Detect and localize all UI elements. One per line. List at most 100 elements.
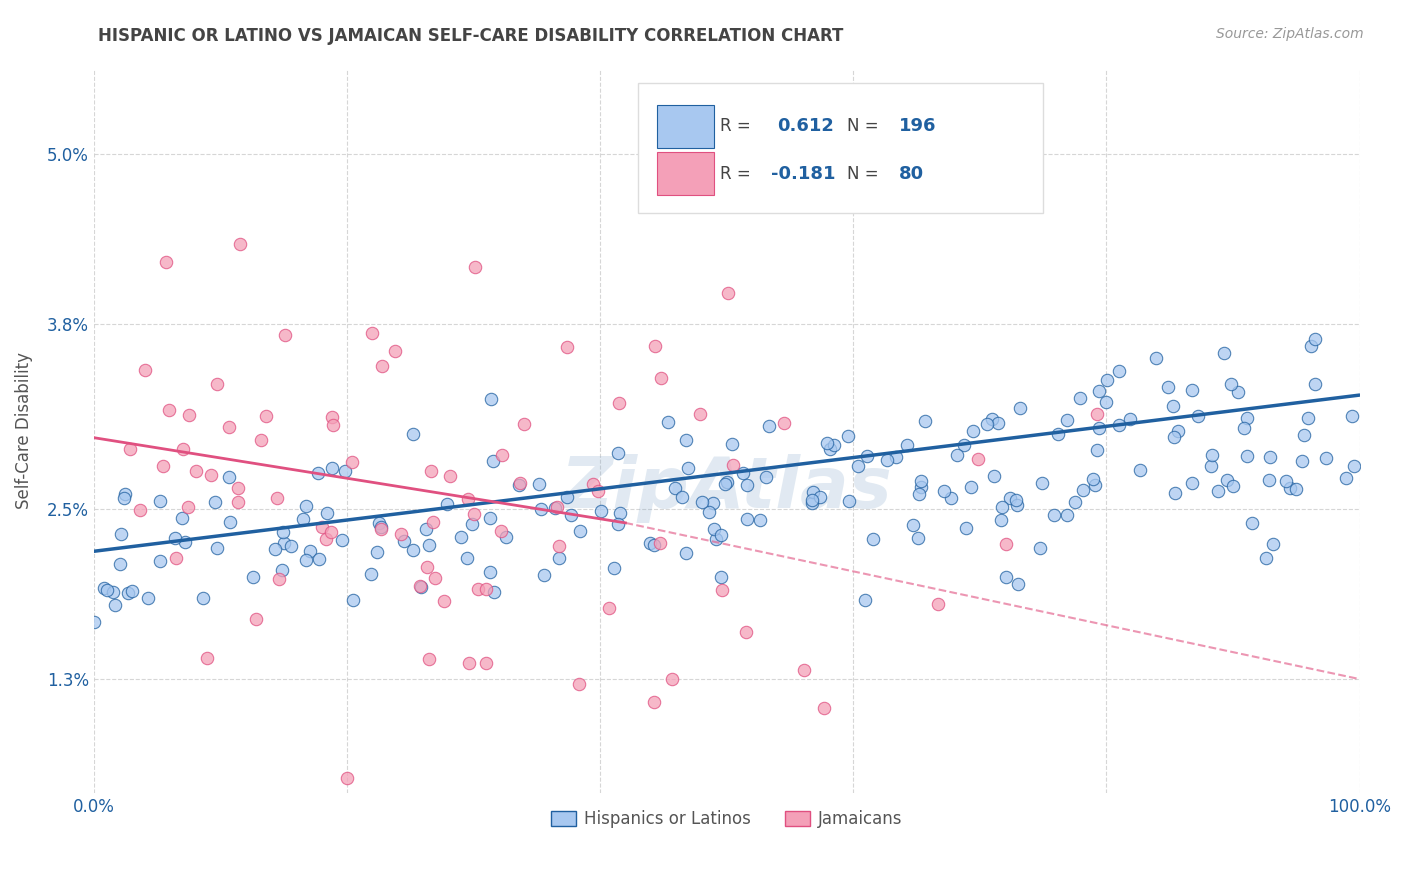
Point [1199, 458, 1222, 473]
Point [1063, 495, 1085, 509]
Point [710, 570, 733, 584]
Point [1181, 383, 1204, 397]
Point [120, 442, 142, 456]
Point [307, 466, 329, 480]
Point [218, 470, 240, 484]
Point [1007, 577, 1029, 591]
Point [908, 487, 931, 501]
Point [607, 446, 630, 460]
Point [418, 538, 440, 552]
Point [315, 506, 337, 520]
Point [568, 524, 591, 538]
Point [1081, 472, 1104, 486]
Point [1047, 427, 1070, 442]
Point [586, 484, 609, 499]
Point [876, 453, 898, 467]
Point [204, 495, 226, 509]
Point [544, 501, 567, 516]
Point [939, 491, 962, 506]
Point [408, 579, 430, 593]
Point [548, 551, 571, 566]
Point [650, 370, 672, 384]
Point [117, 586, 139, 600]
Point [121, 584, 143, 599]
Point [195, 651, 218, 665]
Point [547, 539, 569, 553]
Point [846, 458, 869, 473]
Point [697, 505, 720, 519]
Point [648, 535, 671, 549]
Point [368, 516, 391, 531]
Text: 80: 80 [898, 164, 924, 183]
Point [1206, 484, 1229, 499]
Text: -0.181: -0.181 [770, 164, 835, 183]
Point [450, 530, 472, 544]
Point [1129, 463, 1152, 477]
Point [228, 495, 250, 509]
Point [402, 426, 425, 441]
Point [932, 484, 955, 499]
FancyBboxPatch shape [638, 83, 1043, 213]
Point [1233, 421, 1256, 435]
Point [547, 500, 569, 514]
Point [411, 580, 433, 594]
FancyBboxPatch shape [657, 104, 714, 148]
Point [228, 481, 250, 495]
Point [1215, 473, 1237, 487]
Point [862, 532, 884, 546]
Point [813, 701, 835, 715]
Point [370, 520, 392, 534]
Point [418, 652, 440, 666]
Point [1161, 399, 1184, 413]
Point [112, 491, 135, 506]
Point [640, 536, 662, 550]
Point [1341, 409, 1364, 423]
Point [983, 469, 1005, 483]
Point [128, 503, 150, 517]
Point [479, 392, 502, 407]
Point [389, 527, 412, 541]
Point [1157, 380, 1180, 394]
Point [910, 475, 932, 489]
Point [311, 520, 333, 534]
Text: 0.612: 0.612 [778, 118, 834, 136]
Point [603, 561, 626, 575]
Point [1298, 410, 1320, 425]
Point [609, 396, 631, 410]
Point [661, 672, 683, 686]
Point [1274, 475, 1296, 489]
Point [274, 328, 297, 343]
Point [735, 512, 758, 526]
Point [509, 476, 531, 491]
Point [530, 502, 553, 516]
Point [702, 495, 724, 509]
Point [1108, 417, 1130, 432]
Point [1213, 346, 1236, 360]
Point [1236, 449, 1258, 463]
Point [263, 541, 285, 556]
Point [1056, 413, 1078, 427]
Point [149, 554, 172, 568]
Point [184, 464, 207, 478]
Point [489, 524, 512, 538]
Point [101, 584, 124, 599]
Point [1334, 470, 1357, 484]
Point [371, 359, 394, 374]
Point [475, 657, 498, 671]
Point [598, 601, 620, 615]
Point [266, 491, 288, 506]
Point [155, 255, 177, 269]
Point [772, 416, 794, 430]
Point [136, 591, 159, 605]
Point [675, 433, 697, 447]
Point [273, 536, 295, 550]
Point [495, 529, 517, 543]
Point [1085, 442, 1108, 457]
Point [336, 772, 359, 786]
Point [1201, 448, 1223, 462]
Point [96, 582, 118, 597]
Point [419, 464, 441, 478]
Point [527, 477, 550, 491]
Text: R =: R = [720, 118, 756, 136]
FancyBboxPatch shape [657, 152, 714, 195]
